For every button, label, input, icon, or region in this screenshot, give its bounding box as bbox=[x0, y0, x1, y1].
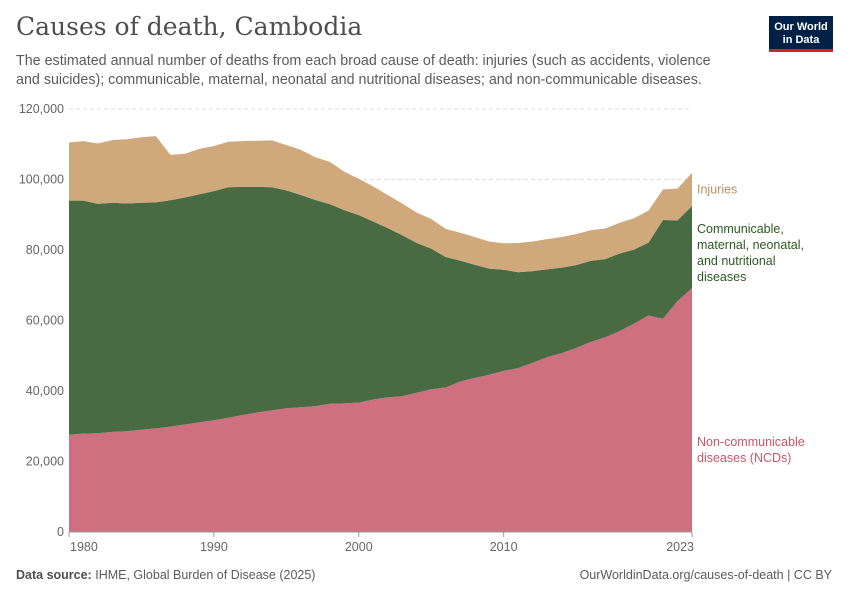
data-source-label: Data source: bbox=[16, 568, 92, 582]
y-tick-label: 0 bbox=[57, 525, 64, 539]
label-communicable-line: maternal, neonatal, bbox=[697, 238, 804, 252]
series-labels: Injuries Communicable, maternal, neonatal,… bbox=[697, 182, 805, 465]
x-tick-label: 1980 bbox=[70, 540, 98, 554]
area-ncds bbox=[69, 288, 692, 532]
label-injuries: Injuries bbox=[697, 182, 737, 196]
x-tick-label: 2023 bbox=[666, 540, 694, 554]
y-tick-label: 60,000 bbox=[26, 314, 64, 328]
y-tick-label: 80,000 bbox=[26, 243, 64, 257]
source-url-link[interactable]: OurWorldinData.org/causes-of-death | CC … bbox=[579, 568, 832, 582]
x-tick-label: 1990 bbox=[200, 540, 228, 554]
y-tick-label: 20,000 bbox=[26, 455, 64, 469]
y-tick-label: 40,000 bbox=[26, 384, 64, 398]
area-injuries bbox=[69, 136, 692, 273]
area-series bbox=[69, 136, 692, 532]
label-communicable: Communicable, maternal, neonatal, and nutr… bbox=[697, 222, 804, 284]
label-communicable-line: diseases bbox=[697, 270, 746, 284]
x-tick-label: 2000 bbox=[345, 540, 373, 554]
y-tick-label: 100,000 bbox=[19, 173, 64, 187]
data-source-text: IHME, Global Burden of Disease (2025) bbox=[95, 568, 316, 582]
label-ncds: Non-communicable diseases (NCDs) bbox=[697, 435, 805, 465]
y-tick-label: 120,000 bbox=[19, 102, 64, 116]
label-injuries-line: Injuries bbox=[697, 182, 737, 196]
area-communicable bbox=[69, 186, 692, 435]
data-source: Data source: IHME, Global Burden of Dise… bbox=[16, 568, 315, 582]
logo-line-2: in Data bbox=[782, 33, 820, 46]
x-tick-label: 2010 bbox=[490, 540, 518, 554]
page-title: Causes of death, Cambodia bbox=[16, 12, 363, 41]
owid-logo[interactable]: Our World in Data bbox=[769, 16, 833, 52]
label-ncds-line: Non-communicable bbox=[697, 435, 805, 449]
label-ncds-line: diseases (NCDs) bbox=[697, 451, 791, 465]
axes: 0 20,000 40,000 60,000 80,000 100,000 120,000 1… bbox=[19, 102, 694, 554]
label-communicable-line: Communicable, bbox=[697, 222, 784, 236]
chart-subtitle: The estimated annual number of deaths fr… bbox=[16, 53, 711, 88]
label-communicable-line: and nutritional bbox=[697, 254, 776, 268]
logo-line-1: Our World bbox=[774, 20, 828, 33]
